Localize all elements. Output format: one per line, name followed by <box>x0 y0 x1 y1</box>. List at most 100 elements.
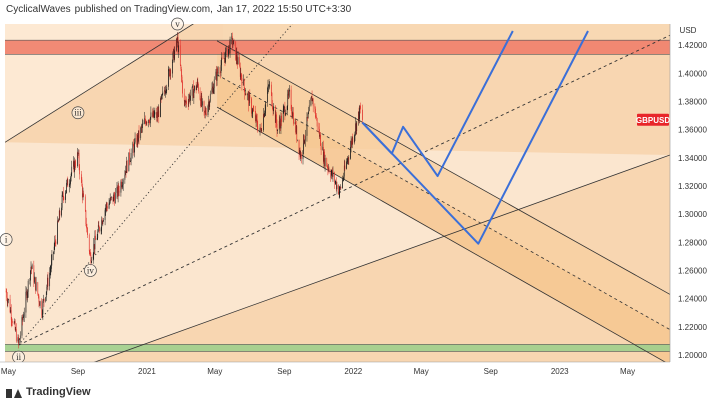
candle <box>259 131 260 133</box>
candle <box>74 158 76 168</box>
candle <box>41 309 43 319</box>
candle <box>12 318 13 327</box>
candle <box>306 112 308 142</box>
candle <box>303 134 304 155</box>
candle <box>153 110 155 118</box>
candle <box>188 93 190 102</box>
candle <box>66 178 68 186</box>
candle <box>299 147 300 156</box>
candle <box>320 143 322 155</box>
candle <box>41 298 43 319</box>
candle <box>209 90 211 103</box>
candle <box>156 106 158 123</box>
candle <box>187 98 189 111</box>
price-tick-label: 1.22000 <box>678 323 707 332</box>
candle <box>18 338 20 346</box>
candle <box>157 104 159 118</box>
candle <box>54 235 56 250</box>
candle <box>302 150 304 165</box>
candle <box>190 89 191 106</box>
wave-label-iii: iii <box>71 106 85 120</box>
candle <box>295 125 297 135</box>
candle <box>27 279 29 298</box>
candle <box>153 110 155 118</box>
candle <box>116 182 118 199</box>
candle <box>264 110 265 118</box>
candle <box>270 81 272 97</box>
candle <box>311 90 313 102</box>
candle <box>9 294 11 314</box>
author-name[interactable]: CyclicalWaves <box>6 4 71 15</box>
candle <box>146 120 148 126</box>
candle <box>354 134 355 145</box>
candle <box>138 125 140 145</box>
candle <box>307 112 309 119</box>
candle <box>241 74 243 91</box>
candle <box>45 291 47 302</box>
candle <box>354 131 356 142</box>
candle <box>197 77 199 88</box>
candle <box>198 82 199 94</box>
candle <box>253 105 255 112</box>
descending-channel-fill <box>217 40 670 362</box>
time-tick-label: May <box>620 367 635 376</box>
candle <box>149 118 151 126</box>
candle <box>208 95 209 112</box>
candle <box>256 112 257 123</box>
candle <box>132 141 134 159</box>
candle <box>338 185 340 199</box>
candle <box>75 160 77 170</box>
candle <box>47 272 49 291</box>
candle <box>249 89 251 104</box>
candle <box>271 92 273 107</box>
candle <box>17 334 19 343</box>
tradingview-logo[interactable]: TradingView <box>6 386 91 398</box>
candle <box>217 67 218 75</box>
candle <box>136 133 138 148</box>
candle <box>252 108 254 119</box>
publish-date: Jan 17, 2022 15:50 UTC+3:30 <box>216 4 352 15</box>
candle <box>290 85 292 111</box>
candle <box>146 120 147 126</box>
candle <box>117 181 119 203</box>
candle <box>47 274 48 290</box>
candle <box>90 252 92 266</box>
candle <box>58 218 60 222</box>
candle <box>175 38 177 52</box>
candle <box>221 52 222 71</box>
candle <box>162 86 164 100</box>
candle <box>292 106 294 120</box>
candle <box>307 116 308 122</box>
candle <box>14 318 15 325</box>
candle <box>35 277 36 294</box>
candle <box>236 47 238 66</box>
candle <box>82 187 84 201</box>
candle <box>320 132 321 147</box>
candle <box>101 216 103 235</box>
candle <box>92 252 94 264</box>
candle <box>315 115 317 118</box>
candle <box>221 52 223 60</box>
candle <box>58 207 60 221</box>
candle <box>359 105 361 109</box>
candle <box>97 229 99 240</box>
candle <box>294 118 296 125</box>
candle <box>128 152 130 172</box>
candle <box>78 149 80 171</box>
candle <box>100 226 102 235</box>
candle <box>86 217 87 233</box>
candle <box>7 298 9 308</box>
candle <box>228 49 229 59</box>
candle <box>35 276 37 292</box>
candle <box>168 66 170 72</box>
candle <box>109 199 110 206</box>
candle <box>125 165 126 176</box>
candle <box>86 223 88 229</box>
candle <box>144 115 146 124</box>
candle <box>39 301 40 306</box>
candle <box>336 181 338 195</box>
candle <box>164 85 166 95</box>
candle <box>83 190 84 198</box>
